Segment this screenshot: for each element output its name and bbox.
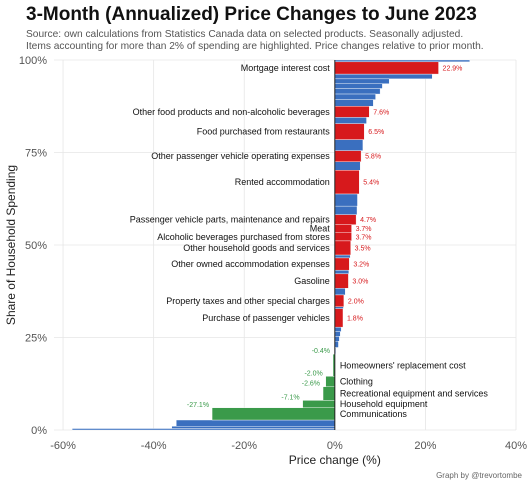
category-label-5: Passenger vehicle parts, maintenance and… xyxy=(130,215,331,225)
highlight-bar-2 xyxy=(334,123,365,140)
subtitle-line-1: Source: own calculations from Statistics… xyxy=(26,29,464,40)
other-bar-8 xyxy=(334,139,364,151)
x-axis-label: Price change (%) xyxy=(289,453,381,467)
other-bar-4 xyxy=(334,88,381,95)
other-bar-24 xyxy=(71,428,336,431)
value-label-13: -0.4% xyxy=(312,348,330,355)
highlight-bar-1 xyxy=(334,106,370,118)
chart-subtitle: Source: own calculations from Statistics… xyxy=(26,29,526,53)
other-bar-6 xyxy=(334,99,374,107)
other-bar-22 xyxy=(176,419,336,427)
x-tick-label-1: -40% xyxy=(141,440,167,452)
highlight-bar-14 xyxy=(325,376,336,387)
other-bar-15 xyxy=(334,306,344,309)
x-tick-label-2: -20% xyxy=(231,440,257,452)
category-label-11: Property taxes and other special charges xyxy=(166,296,330,306)
category-label-15: Recreational equipment and services xyxy=(340,389,489,399)
category-label-2: Food purchased from restaurants xyxy=(197,127,331,137)
subtitle-line-2: Items accounting for more than 2% of spe… xyxy=(26,41,484,52)
other-bar-12 xyxy=(334,254,351,259)
highlight-bar-15 xyxy=(322,386,336,401)
value-label-3: 5.8% xyxy=(365,154,381,161)
category-label-7: Alcoholic beverages purchased from store… xyxy=(157,232,330,242)
other-bar-7 xyxy=(334,117,367,124)
highlight-bar-12 xyxy=(334,308,344,328)
category-label-1: Other food products and non-alcoholic be… xyxy=(133,107,331,117)
highlight-bar-8 xyxy=(334,240,351,256)
highlight-bar-6 xyxy=(334,224,352,233)
value-label-4: 5.4% xyxy=(363,180,379,187)
highlight-bar-7 xyxy=(334,232,352,242)
value-label-17: -27.1% xyxy=(187,402,209,409)
category-label-17: Communications xyxy=(340,409,408,419)
y-axis-label: Share of Household Spending xyxy=(4,165,18,325)
other-bar-5 xyxy=(334,93,376,100)
highlight-bar-0 xyxy=(334,61,439,75)
x-tick-label-3: 0% xyxy=(327,440,343,452)
highlight-bar-10 xyxy=(334,273,349,289)
category-label-16: Household equipment xyxy=(340,399,428,409)
highlight-bar-3 xyxy=(334,150,362,162)
other-bar-3 xyxy=(334,83,383,89)
value-label-1: 7.6% xyxy=(373,109,389,116)
y-tick-label-0: 0% xyxy=(31,425,47,437)
category-label-9: Other owned accommodation expenses xyxy=(171,259,330,269)
other-bar-13 xyxy=(334,269,350,275)
value-label-5: 4.7% xyxy=(360,217,376,224)
y-tick-label-2: 50% xyxy=(25,240,47,252)
value-label-7: 3.7% xyxy=(356,234,372,241)
highlight-bar-5 xyxy=(334,214,357,225)
other-bar-23 xyxy=(171,426,336,429)
x-tick-label-5: 40% xyxy=(505,440,527,452)
other-bar-9 xyxy=(334,161,361,171)
value-label-15: -2.6% xyxy=(302,381,320,388)
category-label-10: Gasoline xyxy=(294,276,330,286)
other-bar-18 xyxy=(334,336,340,342)
x-tick-label-0: -60% xyxy=(50,440,76,452)
category-label-3: Other passenger vehicle operating expens… xyxy=(151,151,330,161)
other-bar-14 xyxy=(334,288,346,296)
highlight-bar-16 xyxy=(302,400,336,408)
chart-caption: Graph by @trevortombe xyxy=(436,471,522,480)
highlight-bar-11 xyxy=(334,294,345,307)
highlight-bar-4 xyxy=(334,170,360,195)
value-label-12: 1.8% xyxy=(347,315,363,322)
other-bar-10 xyxy=(334,193,358,207)
y-tick-label-4: 100% xyxy=(19,55,47,67)
category-label-6: Meat xyxy=(310,224,331,234)
other-bar-0 xyxy=(334,59,470,63)
y-tick-label-1: 25% xyxy=(25,333,47,345)
category-label-14: Clothing xyxy=(340,377,373,387)
value-label-16: -7.1% xyxy=(281,394,299,401)
other-bar-16 xyxy=(334,326,342,332)
value-label-14: -2.0% xyxy=(304,370,322,377)
other-bar-1 xyxy=(334,73,433,80)
category-label-8: Other household goods and services xyxy=(183,243,330,253)
category-label-4: Rented accommodation xyxy=(235,177,330,187)
y-tick-label-3: 75% xyxy=(25,148,47,160)
value-label-11: 2.0% xyxy=(348,298,364,305)
value-label-2: 6.5% xyxy=(368,129,384,136)
other-bar-11 xyxy=(334,205,358,215)
category-label-0: Mortgage interest cost xyxy=(241,63,331,73)
chart-title: 3-Month (Annualized) Price Changes to Ju… xyxy=(26,4,477,25)
category-label-12: Purchase of passenger vehicles xyxy=(202,313,330,323)
other-bar-2 xyxy=(334,78,390,84)
value-label-10: 3.0% xyxy=(352,279,368,286)
highlight-bar-9 xyxy=(334,257,350,271)
category-label-13: Homeowners' replacement cost xyxy=(340,360,466,370)
value-label-9: 3.2% xyxy=(353,262,369,269)
other-bar-17 xyxy=(334,331,341,337)
other-bar-19 xyxy=(334,341,339,348)
value-label-8: 3.5% xyxy=(355,245,371,252)
highlight-bar-17 xyxy=(211,407,336,421)
value-label-6: 3.7% xyxy=(356,226,372,233)
value-label-0: 22.9% xyxy=(443,65,463,72)
x-tick-label-4: 20% xyxy=(414,440,436,452)
